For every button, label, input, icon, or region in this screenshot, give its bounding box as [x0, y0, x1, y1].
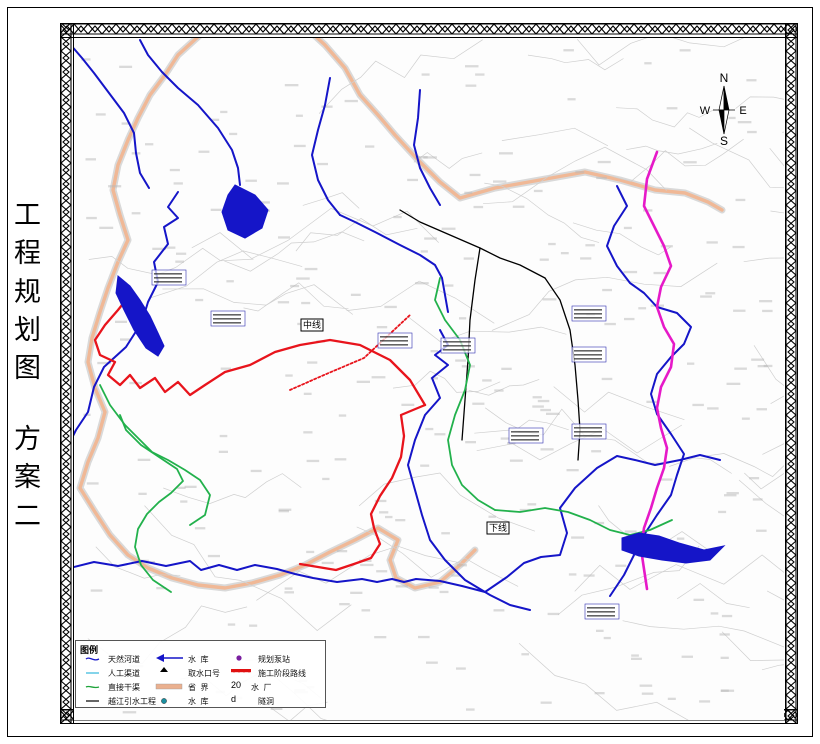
svg-text:E: E [739, 105, 746, 117]
svg-text:d: d [231, 694, 236, 704]
svg-text:中线: 中线 [303, 319, 321, 330]
svg-text:W: W [700, 105, 711, 117]
svg-text:20: 20 [231, 680, 241, 690]
svg-text:下线: 下线 [489, 522, 507, 533]
svg-text:N: N [720, 71, 729, 85]
svg-text:S: S [720, 134, 728, 147]
